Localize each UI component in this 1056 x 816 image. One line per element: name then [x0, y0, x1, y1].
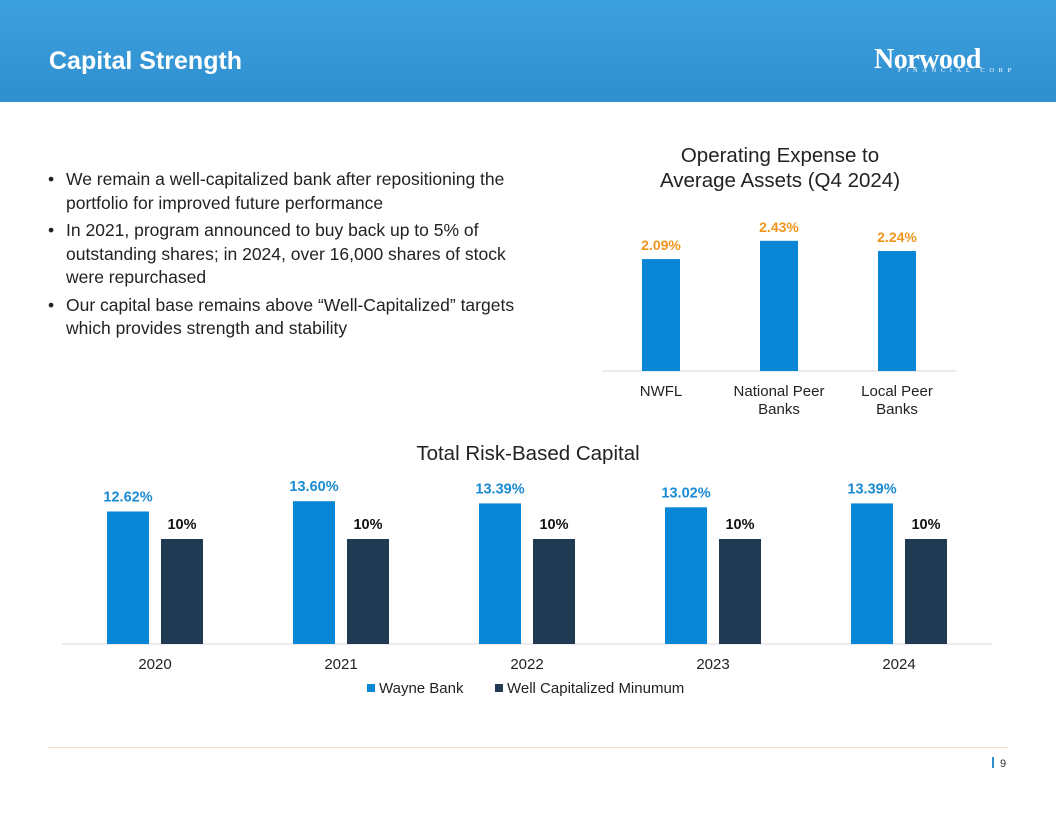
opex-category-label: Banks [876, 401, 918, 418]
opex-category-label: Banks [758, 401, 800, 418]
opex-category-label: Local Peer [861, 383, 933, 400]
bullet-list: • We remain a well-capitalized bank after… [48, 168, 518, 345]
bullet-text: Our capital base remains above “Well-Cap… [66, 294, 515, 339]
opex-bar [760, 240, 798, 371]
rbc-data-label: 10% [725, 517, 754, 533]
bullet-dot: • [48, 220, 55, 240]
rbc-data-label: 13.60% [289, 479, 338, 495]
logo-wordmark: Norwood [874, 44, 981, 75]
risk-based-capital-chart: Total Risk-Based Capital 12.62% 10% 2020 13.… [62, 442, 992, 697]
wayne-bank-bar [107, 511, 149, 644]
legend-label-well-capitalized: Well Capitalized Minumum [507, 680, 684, 697]
opex-category-label: NWFL [640, 383, 683, 400]
rbc-data-label: 13.02% [661, 485, 710, 501]
footer-divider [48, 747, 1008, 748]
rbc-data-label: 10% [167, 517, 196, 533]
well-capitalized-bar [905, 539, 947, 644]
well-capitalized-bar [161, 539, 203, 644]
opex-category-label: National Peer [734, 383, 825, 400]
opex-bar [878, 251, 916, 371]
rbc-category-label: 2020 [138, 656, 171, 673]
rbc-category-label: 2024 [882, 656, 915, 673]
rbc-category-label: 2021 [324, 656, 357, 673]
rbc-data-label: 10% [911, 517, 940, 533]
bullet-text: In 2021, program announced to buy back u… [66, 220, 506, 287]
legend-swatch-well-capitalized [495, 684, 503, 692]
rbc-chart-title: Total Risk-Based Capital [416, 442, 639, 465]
rbc-data-label: 13.39% [475, 481, 524, 497]
header-bar: Capital Strength Norwood FINANCIAL CORP [0, 0, 1056, 102]
wayne-bank-bar [293, 501, 335, 644]
page-title: Capital Strength [49, 47, 243, 75]
rbc-category-label: 2023 [696, 656, 729, 673]
bullet-text: We remain a well-capitalized bank after … [66, 169, 505, 213]
well-capitalized-bar [533, 539, 575, 644]
rbc-data-label: 10% [539, 517, 568, 533]
page-number-bar [992, 757, 994, 768]
rbc-data-label: 10% [353, 517, 382, 533]
bullet-item: • Our capital base remains above “Well-Ca… [48, 294, 518, 341]
opex-bar [642, 259, 680, 371]
well-capitalized-bar [719, 539, 761, 644]
wayne-bank-bar [665, 507, 707, 644]
norwood-logo: Norwood FINANCIAL CORP [874, 44, 1011, 78]
opex-chart-title: Average Assets (Q4 2024) [660, 169, 900, 192]
opex-data-label: 2.24% [877, 229, 917, 245]
bullet-item: • In 2021, program announced to buy back … [48, 219, 518, 290]
well-capitalized-bar [347, 539, 389, 644]
bullet-dot: • [48, 294, 55, 315]
logo-subtitle: FINANCIAL CORP [898, 67, 1016, 74]
page-number-text: 9 [1000, 758, 1007, 770]
bullet-dot: • [48, 169, 55, 189]
opex-chart-title: Operating Expense to [681, 144, 879, 167]
opex-data-label: 2.43% [759, 219, 799, 235]
wayne-bank-bar [851, 503, 893, 644]
rbc-data-label: 12.62% [103, 489, 152, 505]
legend-label-wayne-bank: Wayne Bank [379, 680, 464, 697]
rbc-data-label: 13.39% [847, 481, 896, 497]
legend-swatch-wayne-bank [367, 684, 375, 692]
page-number: 9 [992, 757, 1006, 770]
rbc-category-label: 2022 [510, 656, 543, 673]
bullet-item: • We remain a well-capitalized bank after… [48, 168, 518, 215]
opex-data-label: 2.09% [641, 237, 681, 253]
wayne-bank-bar [479, 503, 521, 644]
